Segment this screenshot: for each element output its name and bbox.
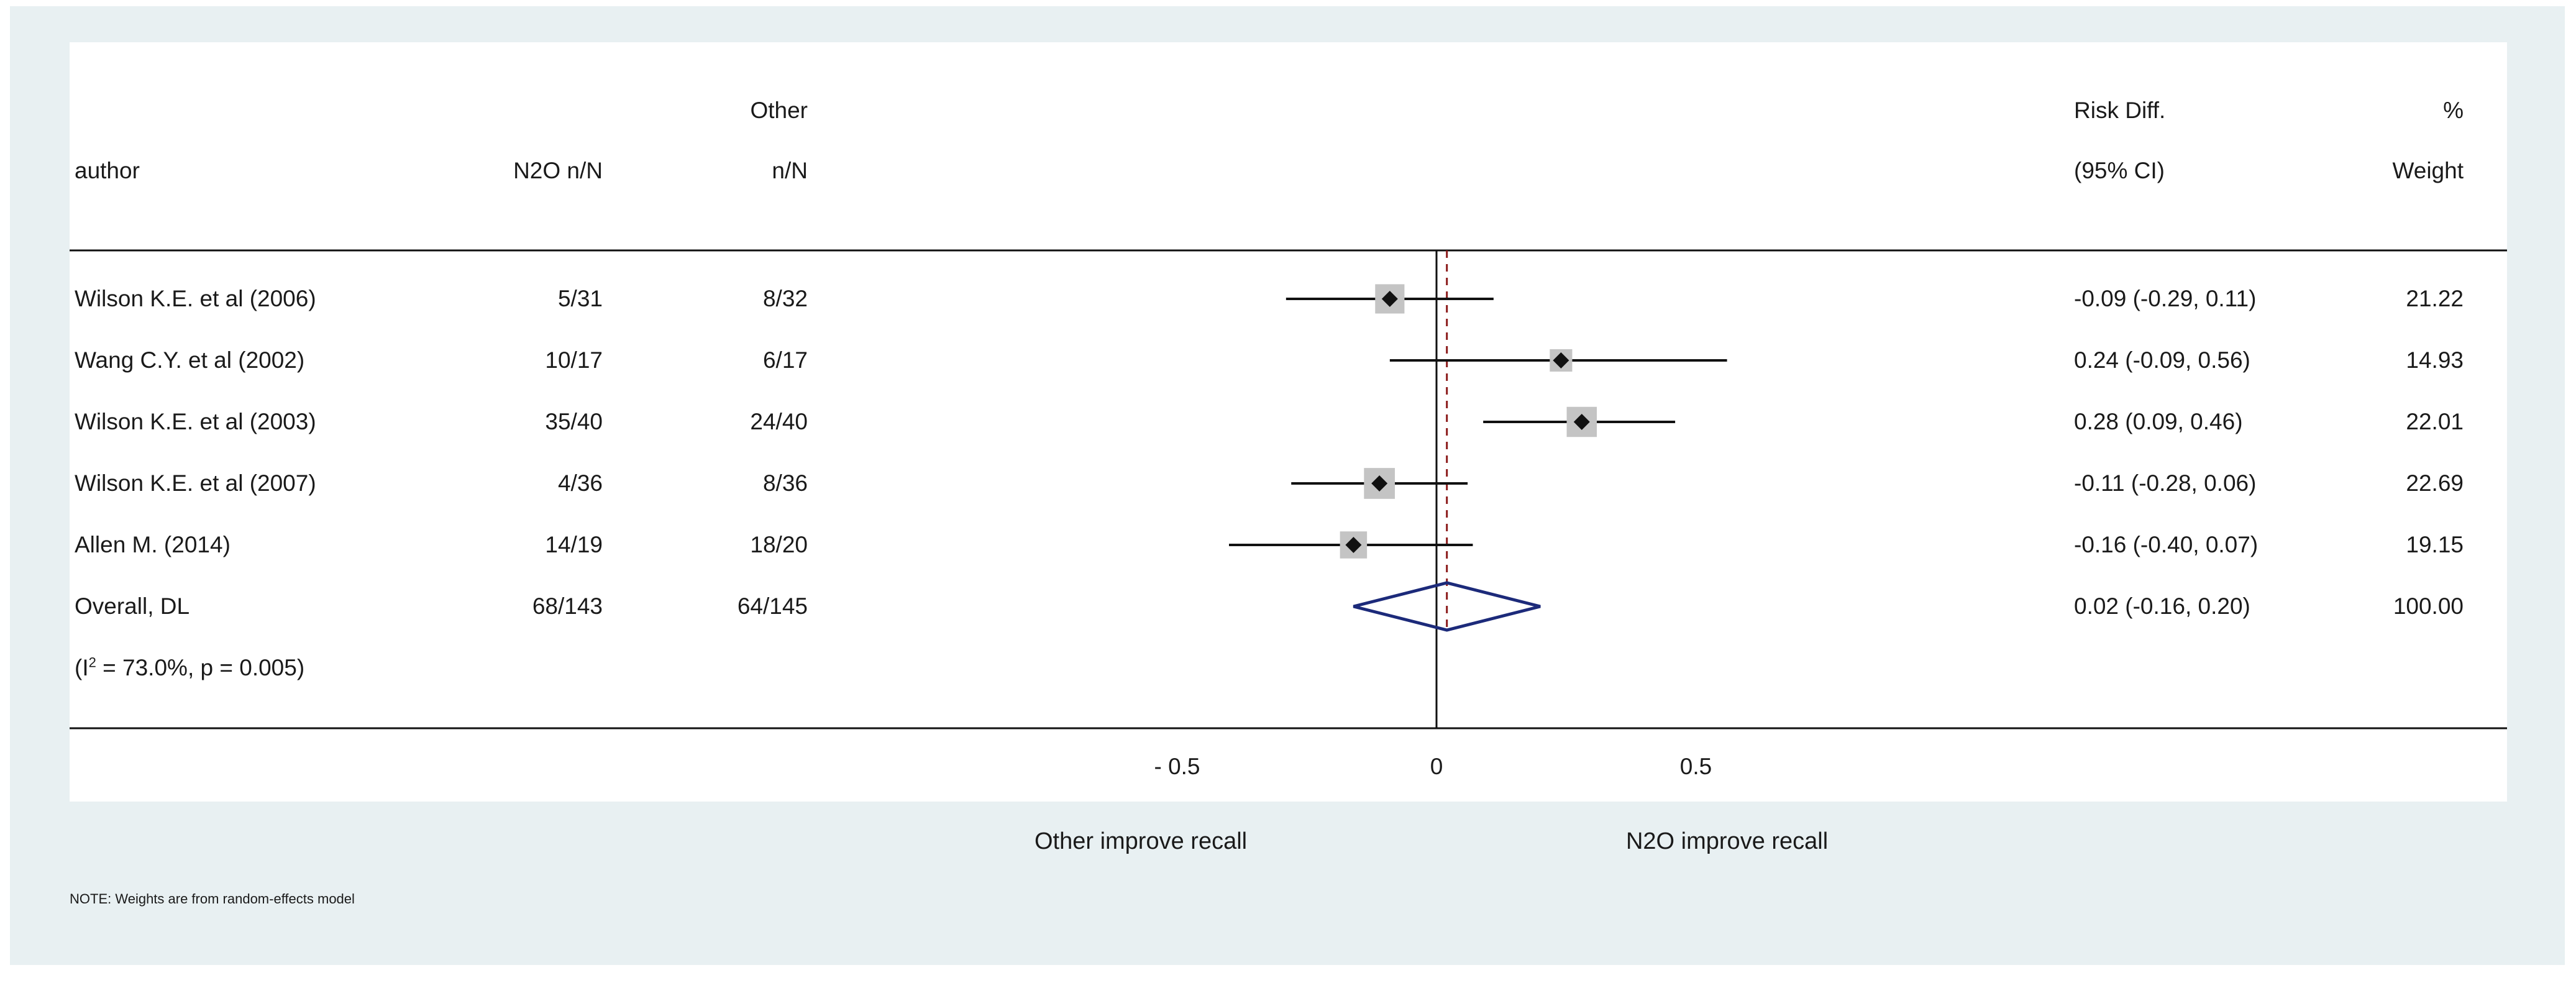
header-treat: N2O n/N [513,158,603,183]
study-control: 8/36 [762,470,808,496]
study-ci-text: -0.09 (-0.29, 0.11) [2074,286,2257,311]
study-ci-text: 0.24 (-0.09, 0.56) [2074,347,2250,373]
header-author: author [75,158,140,183]
study-control: 18/20 [750,532,808,557]
header-control-top: Other [750,98,808,123]
plot-panel [70,42,2507,802]
study-ci-text: 0.28 (0.09, 0.46) [2074,409,2243,434]
study-weight: 21.22 [2406,286,2464,311]
overall-weight: 100.00 [2393,593,2464,619]
study-ci-text: -0.16 (-0.40, 0.07) [2074,532,2259,557]
x-tick-label: - 0.5 [1154,754,1200,779]
overall-ci-text: 0.02 (-0.16, 0.20) [2074,593,2250,619]
header-effect-ci: (95% CI) [2074,158,2165,183]
study-author: Wang C.Y. et al (2002) [75,347,305,373]
study-point-estimate [1381,291,1398,307]
study-author: Wilson K.E. et al (2007) [75,470,316,496]
x-tick-label: 0 [1430,754,1443,779]
study-treat: 35/40 [545,409,603,434]
study-ci-text: -0.11 (-0.28, 0.06) [2074,470,2257,496]
overall-author: Overall, DL [75,593,190,619]
study-treat: 10/17 [545,347,603,373]
footnote: NOTE: Weights are from random-effects mo… [70,891,355,907]
x-label-right: N2O improve recall [1625,828,1829,854]
study-control: 8/32 [762,286,808,311]
study-author: Wilson K.E. et al (2003) [75,409,316,434]
study-treat: 14/19 [545,532,603,557]
study-treat: 5/31 [557,286,603,311]
study-control: 24/40 [750,409,808,434]
study-weight: 22.69 [2406,470,2464,496]
study-point-estimate [1371,475,1388,492]
overall-diamond [1353,581,1541,632]
header-weight-top: % [2443,98,2464,123]
study-weight: 22.01 [2406,409,2464,434]
overall-control: 64/145 [737,593,808,619]
chart-background [10,6,2565,965]
study-weight: 19.15 [2406,532,2464,557]
study-point-estimate [1553,352,1569,368]
study-control: 6/17 [762,347,808,373]
header-effect-top: Risk Diff. [2074,98,2166,123]
overall-treat: 68/143 [532,593,603,619]
heterogeneity-stat: (I2 = 73.0%, p = 0.005) [75,654,305,680]
x-label-left: Other improve recall [1034,828,1248,854]
study-point-estimate [1573,414,1590,430]
study-treat: 4/36 [557,470,603,496]
header-control: n/N [772,158,808,183]
study-weight: 14.93 [2406,347,2464,373]
study-author: Wilson K.E. et al (2006) [75,286,316,311]
study-point-estimate [1345,537,1362,553]
x-tick-label: 0.5 [1679,754,1712,779]
header-weight: Weight [2392,158,2464,183]
study-author: Allen M. (2014) [75,532,231,557]
